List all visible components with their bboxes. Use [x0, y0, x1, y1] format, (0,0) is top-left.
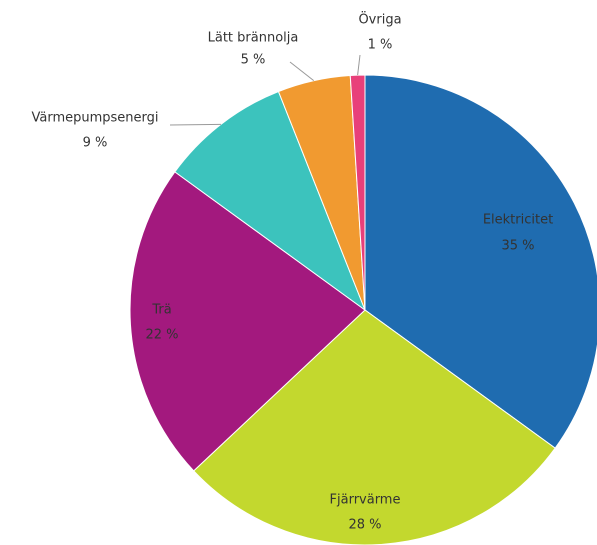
slice-label: Övriga	[358, 11, 401, 28]
pie-slice	[192, 309, 556, 545]
pie-slice	[174, 90, 367, 312]
leader-line	[357, 54, 361, 76]
slice-label: Elektricitet	[483, 213, 553, 228]
pie-slice	[364, 74, 597, 449]
leader-line	[289, 61, 315, 82]
slice-value: 9 %	[83, 136, 108, 151]
slice-value: 35 %	[501, 239, 534, 254]
slice-label: Värmepumpsenergi	[31, 111, 158, 126]
slice-value: 1 %	[368, 38, 393, 53]
leader-line	[169, 123, 221, 126]
slice-value: 5 %	[241, 53, 266, 68]
slice-value: 22 %	[145, 328, 178, 343]
slice-label: Fjärrvärme	[330, 493, 401, 508]
slice-label: Lätt brännolja	[208, 31, 299, 46]
slice-value: 28 %	[348, 518, 381, 533]
slice-label: Trä	[151, 303, 171, 318]
pie-slice	[129, 171, 366, 472]
